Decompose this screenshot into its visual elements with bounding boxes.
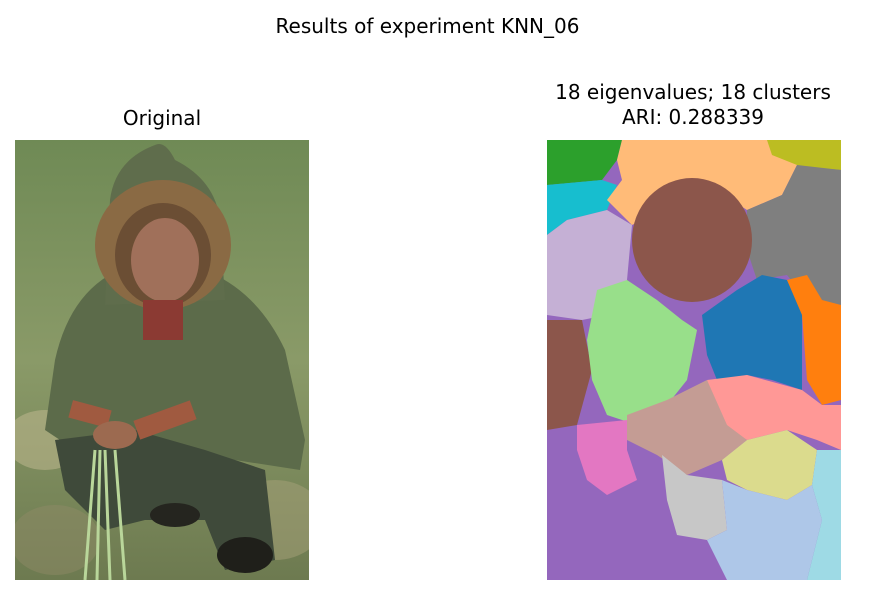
clustering-result-title: 18 eigenvalues; 18 clusters ARI: 0.28833… — [500, 80, 881, 130]
cluster-region-orange — [787, 275, 841, 405]
cluster-region-brown — [632, 178, 752, 302]
parka-body — [45, 260, 305, 470]
cluster-region-cyan — [547, 180, 617, 235]
cluster-region-khaki — [722, 430, 817, 500]
red-shirt — [143, 300, 183, 340]
hands — [93, 421, 137, 449]
fishing-net — [83, 449, 127, 580]
segmentation-map — [547, 140, 841, 580]
cluster-region-gray — [747, 165, 841, 305]
clustering-ari-line: ARI: 0.288339 — [621, 105, 764, 129]
cluster-region-light-gray — [662, 455, 727, 540]
cluster-region-light-green — [587, 280, 697, 425]
sleeve-cuff — [68, 400, 112, 428]
cluster-region-salmon — [707, 375, 841, 450]
trousers — [55, 430, 275, 570]
ground-patch — [15, 505, 100, 575]
cluster-region-blue — [702, 275, 802, 390]
cluster-region-brown-left — [547, 320, 592, 430]
boot — [217, 537, 273, 573]
original-photo — [15, 140, 309, 580]
figure-title: Results of experiment KNN_06 — [275, 14, 580, 38]
cluster-region-light-blue — [707, 480, 822, 580]
segmentation-drawing — [547, 140, 841, 580]
cluster-region-pale-cyan — [807, 450, 841, 580]
original-photo-drawing — [15, 140, 309, 580]
original-image-title: Original — [122, 106, 202, 130]
cluster-region-green — [547, 140, 622, 185]
cluster-region-rose-brown — [627, 380, 747, 475]
clustering-title-line1: 18 eigenvalues; 18 clusters — [555, 80, 831, 104]
face — [131, 218, 199, 302]
cluster-region-magenta — [577, 420, 637, 495]
boot — [150, 503, 200, 527]
sleeve-cuff — [133, 400, 197, 440]
